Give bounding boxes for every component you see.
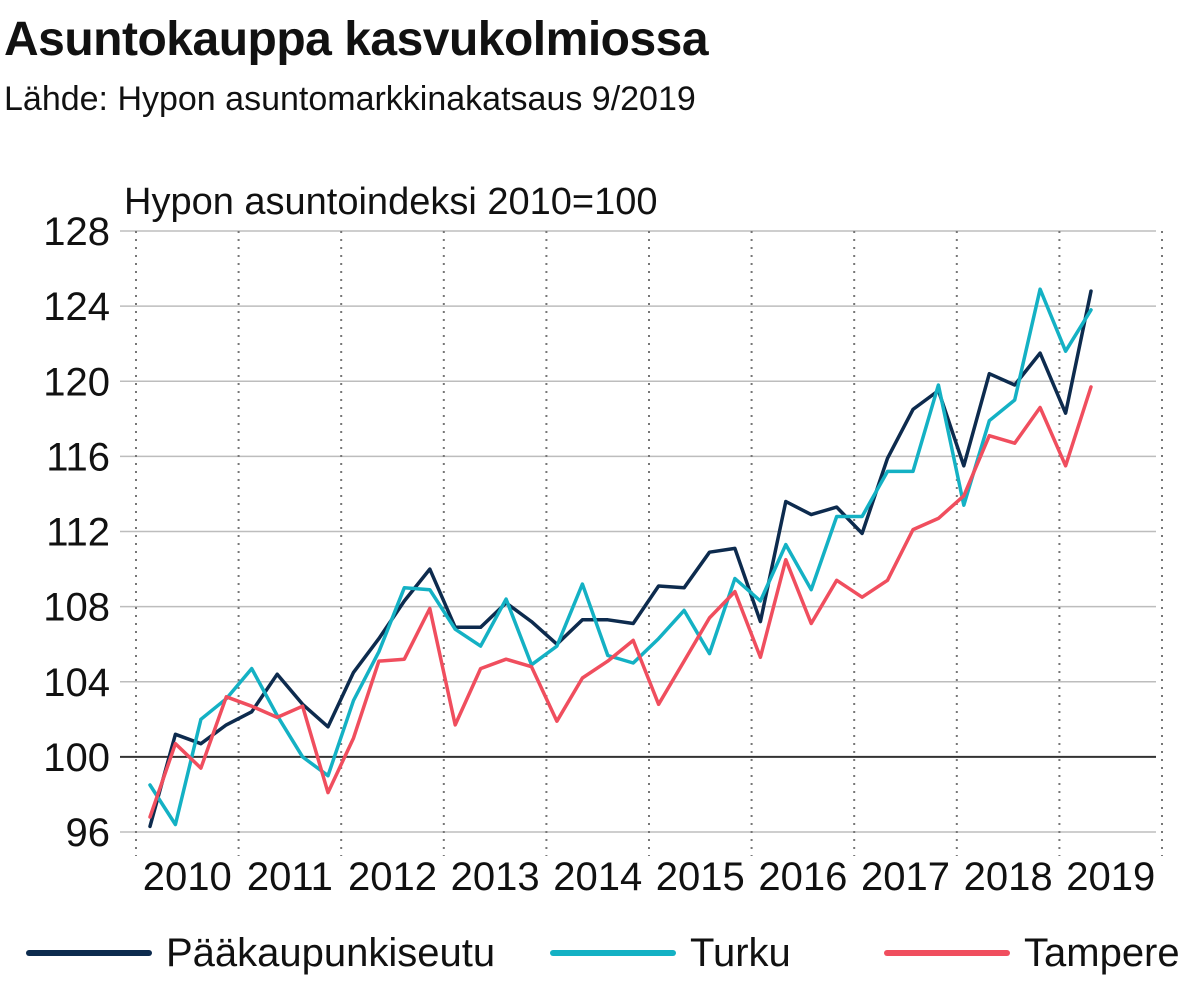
x-tick-label: 2013 [451,855,540,899]
legend-swatch [26,950,152,956]
legend-label: Tampere [1024,930,1180,975]
legend-item-paakaupunkiseutu: Pääkaupunkiseutu [26,918,495,988]
y-tick-label: 112 [46,511,110,555]
x-tick-label: 2010 [143,855,232,899]
series-line-3 [148,385,1093,819]
chart-title: Hypon asuntoindeksi 2010=100 [124,181,657,223]
page-title: Asuntokauppa kasvukolmiossa [4,13,709,66]
y-tick-label: 116 [46,435,110,479]
x-tick-label: 2015 [656,855,745,899]
legend: Pääkaupunkiseutu Turku Tampere [0,918,1199,988]
y-tick-label: 96 [66,811,111,855]
legend-item-tampere: Tampere [884,918,1180,988]
x-tick-label: 2016 [758,855,847,899]
x-tick-label: 2017 [861,855,950,899]
x-tick-label: 2019 [1066,855,1155,899]
x-tick-label: 2018 [964,855,1053,899]
x-tick-label: 2012 [348,855,437,899]
x-tick-label: 2011 [247,855,333,899]
x-tick-label: 2014 [553,855,642,899]
y-tick-label: 124 [43,285,110,329]
y-tick-label: 100 [43,736,110,780]
series-line-2 [148,287,1093,827]
source-subtitle: Lähde: Hypon asuntomarkkinakatsaus 9/201… [4,80,696,118]
y-tick-label: 108 [43,586,110,630]
legend-label: Pääkaupunkiseutu [166,930,496,975]
legend-swatch [884,950,1010,956]
legend-swatch [550,950,676,956]
legend-label: Turku [690,930,791,975]
y-tick-label: 120 [43,360,110,404]
series-line-1 [148,289,1093,829]
line-chart: Hypon asuntoindeksi 2010=100 96 100 104 108 1… [43,181,1163,899]
y-tick-label: 128 [43,210,110,254]
y-tick-label: 104 [43,661,110,705]
legend-item-turku: Turku [550,918,791,988]
